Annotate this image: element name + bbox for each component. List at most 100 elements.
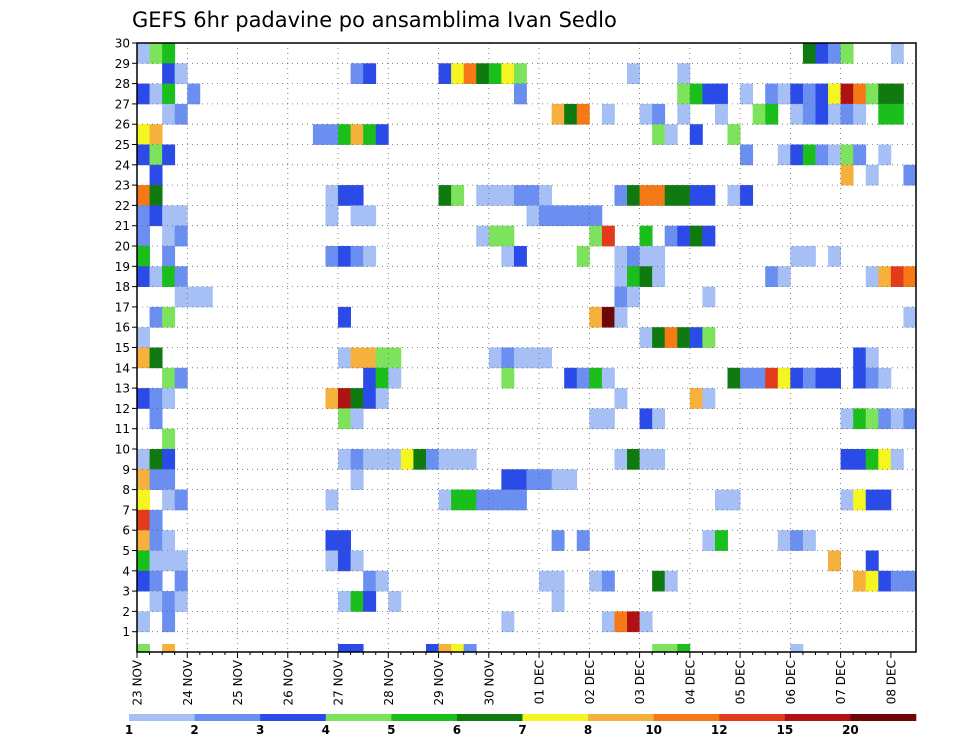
heatmap-cell [513, 246, 527, 267]
heatmap-cell [740, 144, 754, 166]
heatmap-cell [702, 83, 716, 105]
heatmap-cell [338, 124, 351, 145]
colorbar-label: 5 [387, 723, 395, 737]
heatmap-cell [162, 103, 176, 125]
heatmap-cell [890, 83, 904, 105]
heatmap-cell [149, 83, 163, 105]
heatmap-cell [689, 185, 703, 206]
heatmap-cell [639, 449, 653, 470]
heatmap-cell [463, 489, 477, 511]
heatmap-cell [501, 469, 515, 490]
heatmap-cell [174, 103, 188, 125]
heatmap-cell [162, 246, 176, 267]
heatmap-cell [149, 570, 163, 592]
y-tick-label: 22 [115, 199, 130, 213]
heatmap-cell [890, 266, 904, 287]
colorbar-segment [391, 714, 458, 721]
heatmap-cell [903, 306, 917, 328]
heatmap-cell [589, 205, 603, 227]
heatmap-cell [576, 530, 590, 551]
heatmap-cell [614, 388, 628, 409]
heatmap-cell [338, 644, 351, 652]
heatmap-cell [727, 367, 741, 389]
heatmap-cell [149, 43, 163, 64]
x-tick-label: 07 DEC [834, 660, 848, 704]
colorbar-label: 6 [453, 723, 461, 737]
heatmap-cell [325, 530, 339, 551]
y-tick-label: 27 [115, 97, 130, 111]
heatmap-cell [878, 367, 892, 389]
heatmap-cell [137, 570, 150, 592]
heatmap-cell [727, 124, 741, 145]
heatmap-cell [840, 449, 854, 470]
heatmap-cell [149, 449, 163, 470]
heatmap-cell [388, 367, 402, 389]
colorbar-label: 3 [256, 723, 264, 737]
heatmap-cell [375, 449, 389, 470]
heatmap-cell [878, 449, 892, 470]
heatmap-cell [350, 388, 364, 409]
heatmap-cell [551, 103, 565, 125]
heatmap-cell [526, 469, 540, 490]
y-tick-label: 2 [122, 605, 130, 619]
heatmap-cell [601, 611, 615, 633]
heatmap-cell [627, 246, 640, 267]
heatmap-cell [488, 185, 502, 206]
heatmap-cell [350, 469, 364, 490]
heatmap-cell [677, 327, 691, 348]
heatmap-cell [815, 43, 829, 64]
heatmap-cell [501, 367, 515, 389]
heatmap-cell [790, 83, 804, 105]
heatmap-cell [149, 164, 163, 186]
colorbar-label: 7 [518, 723, 526, 737]
heatmap-cell [149, 266, 163, 287]
heatmap-cell [853, 144, 867, 166]
heatmap-cell [790, 103, 804, 125]
heatmap-cell [137, 530, 150, 551]
heatmap-cell [501, 489, 515, 511]
x-tick-label: 30 NOV [482, 659, 496, 705]
colorbar-segment [129, 714, 195, 721]
heatmap-cell [174, 266, 188, 287]
heatmap-cell [639, 408, 653, 430]
heatmap-cell [174, 286, 188, 308]
heatmap-cell [338, 550, 351, 572]
heatmap-cell [702, 530, 716, 551]
x-tick-label: 25 NOV [231, 659, 245, 705]
heatmap-cell [174, 367, 188, 389]
heatmap-cell [451, 185, 465, 206]
heatmap-cell [865, 164, 879, 186]
heatmap-cell [790, 530, 804, 551]
heatmap-cell [149, 124, 163, 145]
colorbar-segment [588, 714, 654, 721]
heatmap-cell [338, 347, 351, 369]
y-tick-label: 9 [122, 463, 130, 477]
heatmap-cell [451, 644, 465, 652]
y-tick-label: 10 [115, 443, 130, 457]
heatmap-cell [463, 449, 477, 470]
heatmap-cell [903, 570, 917, 592]
heatmap-cell [601, 306, 615, 328]
heatmap-cell [790, 246, 804, 267]
heatmap-cell [664, 327, 678, 348]
heatmap-cell [463, 644, 477, 652]
heatmap-cell [815, 83, 829, 105]
heatmap-cell [149, 185, 163, 206]
heatmap-cell [350, 63, 364, 84]
heatmap-cell [903, 266, 917, 287]
heatmap-cell [652, 185, 666, 206]
heatmap-cells [137, 43, 917, 652]
heatmap-cell [162, 306, 176, 328]
heatmap-cell [149, 347, 163, 369]
heatmap-cell [137, 509, 150, 531]
x-tick-label: 28 NOV [382, 659, 396, 705]
heatmap-cell [652, 327, 666, 348]
heatmap-cell [438, 489, 452, 511]
heatmap-cell [451, 489, 465, 511]
heatmap-cell [639, 225, 653, 247]
heatmap-cell [149, 408, 163, 430]
heatmap-cell [526, 347, 540, 369]
heatmap-cell [589, 225, 603, 247]
heatmap-cell [425, 644, 439, 652]
heatmap-cell [539, 185, 553, 206]
